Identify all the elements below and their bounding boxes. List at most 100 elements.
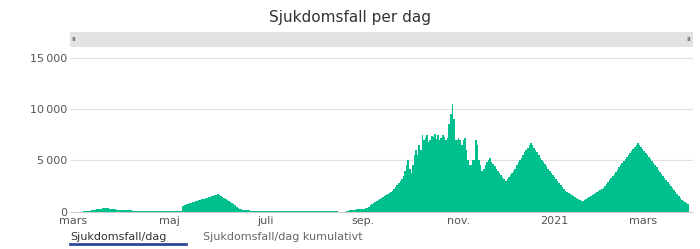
Bar	[497, 171, 498, 212]
Bar	[681, 200, 682, 212]
Bar	[370, 205, 371, 212]
Bar	[265, 211, 266, 212]
Bar	[580, 201, 582, 212]
Bar	[624, 159, 626, 212]
Bar	[632, 149, 634, 212]
Bar	[455, 140, 456, 212]
Bar	[93, 210, 95, 212]
Bar	[686, 203, 687, 212]
Bar	[248, 210, 250, 212]
Bar	[149, 211, 151, 212]
Bar	[502, 177, 503, 212]
Bar	[561, 187, 564, 212]
Bar	[398, 183, 400, 212]
Bar	[623, 161, 624, 212]
Bar	[459, 140, 461, 212]
Bar	[601, 189, 603, 212]
Text: Sjukdomsfall/dag: Sjukdomsfall/dag	[70, 232, 167, 242]
Bar	[363, 209, 365, 212]
Bar	[685, 202, 686, 212]
Bar	[181, 211, 183, 212]
Bar	[631, 151, 632, 212]
Bar	[101, 209, 102, 212]
Bar	[346, 211, 348, 212]
Bar	[503, 179, 505, 212]
Bar	[505, 181, 507, 212]
Bar	[510, 175, 511, 212]
Bar	[220, 196, 222, 212]
Bar	[293, 211, 294, 212]
Bar	[662, 176, 664, 212]
Bar	[107, 208, 108, 212]
Bar	[430, 140, 431, 212]
Bar	[470, 165, 472, 212]
Bar	[158, 211, 159, 212]
Bar	[134, 211, 135, 212]
Bar	[680, 198, 681, 212]
Bar	[486, 162, 488, 212]
Bar	[434, 133, 436, 212]
Bar	[642, 149, 643, 212]
Bar	[612, 176, 614, 212]
Bar	[461, 145, 463, 212]
Bar	[540, 158, 541, 212]
Bar	[87, 211, 88, 212]
Bar	[511, 173, 513, 212]
Bar	[279, 211, 280, 212]
Bar	[284, 211, 285, 212]
Bar	[258, 211, 260, 212]
Bar	[206, 198, 208, 212]
Bar	[314, 211, 316, 212]
Bar	[654, 165, 656, 212]
Bar	[647, 155, 648, 212]
Bar	[252, 211, 253, 212]
Bar	[120, 210, 121, 212]
Bar	[599, 190, 601, 212]
Bar	[626, 157, 628, 212]
Bar	[198, 200, 200, 212]
Bar	[535, 150, 536, 212]
Bar	[636, 145, 637, 212]
Bar	[676, 194, 678, 212]
Bar	[135, 211, 137, 212]
Bar	[390, 192, 392, 212]
Bar	[97, 209, 99, 212]
Bar	[604, 186, 606, 212]
Bar	[657, 170, 659, 212]
Bar	[288, 211, 290, 212]
Bar	[492, 164, 494, 212]
Bar	[400, 181, 401, 212]
Bar	[217, 194, 218, 212]
Bar	[211, 196, 212, 212]
Bar	[348, 211, 349, 212]
Bar	[246, 210, 247, 212]
Bar	[582, 201, 584, 212]
Bar	[496, 169, 497, 212]
Bar	[546, 166, 547, 212]
Bar	[280, 211, 281, 212]
Bar	[144, 211, 145, 212]
Bar	[637, 143, 638, 212]
Bar	[203, 199, 204, 212]
Bar	[442, 135, 444, 212]
Bar	[469, 165, 470, 212]
Bar	[606, 184, 608, 212]
Bar	[405, 171, 406, 212]
Bar	[167, 211, 168, 212]
Bar	[155, 211, 158, 212]
Bar	[376, 201, 377, 212]
Bar	[307, 211, 308, 212]
Bar	[656, 168, 657, 212]
Bar	[587, 198, 589, 212]
Bar	[106, 208, 107, 212]
Bar	[444, 137, 445, 212]
Bar	[472, 160, 473, 212]
Bar	[168, 211, 170, 212]
Bar	[618, 168, 620, 212]
Bar	[491, 162, 492, 212]
Bar	[551, 173, 552, 212]
Bar	[682, 201, 685, 212]
Bar	[452, 104, 453, 212]
Bar	[131, 210, 132, 212]
Bar	[250, 210, 252, 212]
